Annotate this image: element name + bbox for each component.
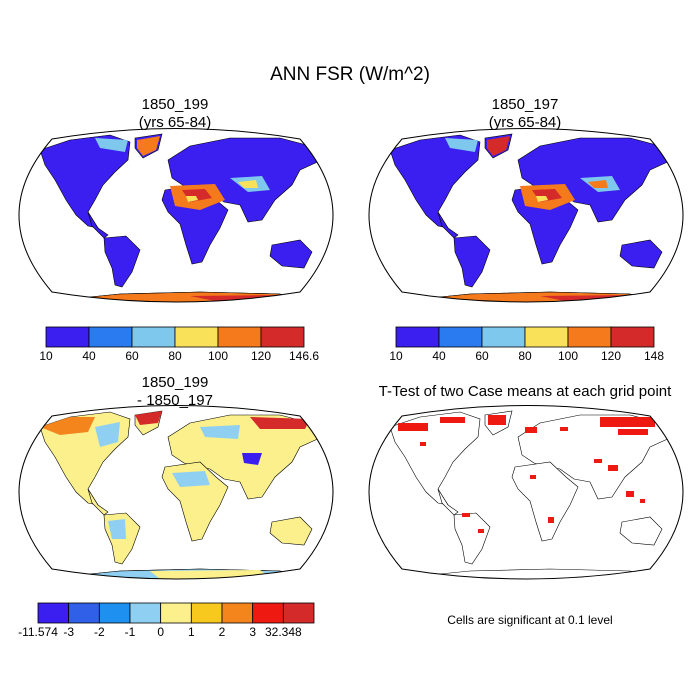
- colorbar-swatch: [190, 602, 223, 624]
- panel-title-line1: 1850_199: [141, 96, 209, 113]
- colorbar-diff: -11.574 -3 -2 -1 0 1 2 3 32.348: [18, 602, 315, 639]
- colorbar-tick-label: 60: [125, 349, 139, 363]
- panel-title-line1: 1850_199: [141, 374, 209, 391]
- colorbar-tick-label: 100: [208, 349, 228, 363]
- panel-title-line2: (yrs 65-84): [488, 114, 562, 131]
- map-panel-ttest: [389, 410, 673, 579]
- colorbar-swatch: [395, 326, 440, 348]
- map-outline-case1: [18, 128, 334, 303]
- colorbar-tick-label: 3: [249, 625, 256, 639]
- figure-title: ANN FSR (W/m^2): [270, 64, 430, 85]
- diff-africa-blue: [172, 471, 210, 487]
- colorbar-tick-label: -3: [63, 625, 74, 639]
- diff-antarctica-yellow: [150, 570, 270, 579]
- colorbar-case2: 10 40 60 80 100 120 148: [389, 326, 664, 363]
- panel-title-diff: 1850_199 - 1850_197: [25, 374, 325, 410]
- colorbar-swatch: [45, 326, 90, 348]
- colorbar-tick-label: -2: [94, 625, 105, 639]
- panel-title-line2: (yrs 65-84): [138, 114, 212, 131]
- colorbar-tick-label: 0: [157, 625, 164, 639]
- colorbar-swatch: [438, 326, 483, 348]
- diff-na-blue: [95, 422, 120, 447]
- sahara-yellow-patch: [186, 196, 198, 202]
- colorbar-swatch: [260, 326, 305, 348]
- map-outline-case2: [368, 128, 684, 303]
- map-outline-ttest: [368, 405, 684, 580]
- colorbar-swatch: [129, 602, 162, 624]
- colorbar-tick-label: 146.6: [289, 349, 319, 363]
- colorbar-tick-label: -11.574: [18, 625, 58, 639]
- map-panel-case1: [39, 133, 323, 302]
- colorbar-tick-label: 1: [188, 625, 195, 639]
- colorbar-swatch: [98, 602, 131, 624]
- colorbar-swatch: [68, 602, 100, 624]
- colorbar-swatch: [88, 326, 133, 348]
- colorbar-swatch: [221, 602, 254, 624]
- colorbar-swatch: [174, 326, 219, 348]
- colorbar-tick-label: 80: [518, 349, 532, 363]
- asia-yellow-region: [238, 180, 258, 188]
- panel-title-ttest: T-Test of two Case means at each grid po…: [350, 383, 700, 401]
- colorbar-tick-label: 40: [82, 349, 96, 363]
- diff-europe-blue: [200, 425, 240, 439]
- colorbar-tick-label: 120: [601, 349, 621, 363]
- colorbar-tick-label: 2: [219, 625, 226, 639]
- colorbar-swatch: [37, 602, 70, 624]
- colorbar-swatch: [610, 326, 655, 348]
- greenland-region: [487, 136, 510, 156]
- arctic-na-region: [445, 138, 478, 152]
- diff-asia-darkblue: [242, 453, 262, 465]
- colorbar-swatch: [524, 326, 569, 348]
- diff-arctic-orange: [40, 417, 95, 435]
- significant-cells: [398, 415, 655, 533]
- colorbar-tick-label: 60: [475, 349, 489, 363]
- panel-title-line1: 1850_197: [491, 96, 559, 113]
- map-outline-diff: [18, 405, 334, 580]
- colorbar-swatch: [481, 326, 526, 348]
- colorbar-case1: 10 40 60 80 100 120 146.6: [39, 326, 319, 363]
- colorbar-swatch: [567, 326, 612, 348]
- diff-greenland-red: [135, 411, 162, 425]
- colorbar-swatch: [131, 326, 176, 348]
- significance-note: Cells are significant at 0.1 level: [447, 613, 613, 627]
- map-panel-case2: [389, 133, 673, 302]
- colorbar-tick-label: 80: [168, 349, 182, 363]
- greenland-region: [137, 136, 160, 156]
- colorbar-swatch: [217, 326, 262, 348]
- map-panel-diff: [39, 410, 323, 579]
- panel-title-case1: 1850_199 (yrs 65-84): [25, 96, 325, 132]
- antarctica-region: [409, 291, 651, 302]
- panel-title-line2: - 1850_197: [137, 392, 213, 409]
- colorbar-swatch: [160, 602, 192, 624]
- colorbar-tick-label: 10: [389, 349, 403, 363]
- colorbar-tick-label: -1: [125, 625, 136, 639]
- colorbar-tick-label: 40: [432, 349, 446, 363]
- arctic-na-region: [95, 138, 128, 152]
- colorbar-tick-label: 148: [644, 349, 664, 363]
- colorbar-tick-label: 120: [251, 349, 271, 363]
- colorbar-tick-label: 32.348: [265, 625, 302, 639]
- panel-title-line1: T-Test of two Case means at each grid po…: [378, 383, 672, 400]
- colorbar-swatch: [252, 602, 284, 624]
- diff-sa-blue: [108, 519, 126, 539]
- antarctica-region: [59, 291, 301, 302]
- colorbar-swatch: [282, 602, 315, 624]
- colorbar-tick-label: 10: [39, 349, 53, 363]
- asia-yellow-region: [588, 180, 608, 188]
- diff-siberia-red: [250, 417, 310, 429]
- panel-title-case2: 1850_197 (yrs 65-84): [375, 96, 675, 132]
- colorbar-tick-label: 100: [558, 349, 578, 363]
- sahara-yellow-patch: [536, 196, 548, 202]
